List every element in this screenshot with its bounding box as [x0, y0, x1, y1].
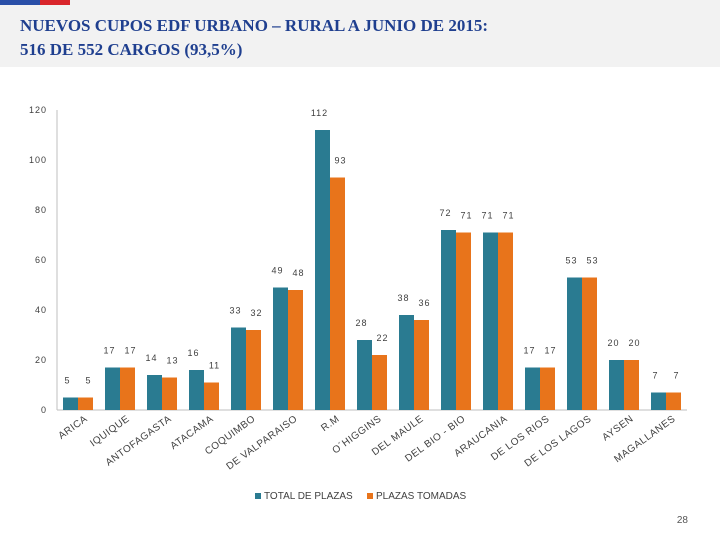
legend-swatch-total	[255, 493, 261, 499]
data-label: 72	[439, 208, 451, 218]
data-label: 7	[673, 371, 679, 381]
data-label: 11	[209, 361, 220, 371]
bar-total	[441, 230, 456, 410]
bar-total	[147, 375, 162, 410]
bar-total	[609, 360, 624, 410]
data-label: 53	[565, 256, 577, 266]
y-tick-label: 120	[29, 105, 47, 115]
data-label: 71	[502, 211, 514, 221]
x-tick-label: DE VALPARAISO	[224, 414, 299, 473]
bar-total	[651, 392, 666, 410]
bar-tomadas	[204, 382, 219, 410]
flag-stripe-blue	[0, 0, 40, 5]
data-label: 71	[460, 211, 472, 221]
bar-tomadas	[78, 397, 93, 410]
data-label: 14	[145, 353, 157, 363]
bar-tomadas	[414, 320, 429, 410]
legend-label-tomadas: PLAZAS TOMADAS	[376, 491, 467, 502]
bar-total	[525, 367, 540, 410]
data-label: 32	[250, 308, 262, 318]
data-label: 38	[397, 293, 409, 303]
bar-total	[357, 340, 372, 410]
bar-tomadas	[666, 392, 681, 410]
bar-total	[483, 232, 498, 410]
x-tick-label: AYSEN	[600, 414, 635, 444]
flag-stripe-red	[40, 0, 70, 5]
y-tick-label: 100	[29, 155, 47, 165]
bar-total	[399, 315, 414, 410]
bar-tomadas	[246, 330, 261, 410]
bar-tomadas	[330, 177, 345, 410]
y-tick-label: 20	[35, 355, 47, 365]
title-line-2: 516 DE 552 CARGOS (93,5%)	[20, 40, 243, 59]
y-tick-label: 0	[41, 405, 47, 415]
title-line-1: NUEVOS CUPOS EDF URBANO – RURAL A JUNIO …	[20, 16, 488, 35]
bar-total	[231, 327, 246, 410]
data-label: 53	[586, 256, 598, 266]
bar-tomadas	[624, 360, 639, 410]
data-label: 17	[523, 346, 535, 356]
data-label: 5	[85, 376, 91, 386]
page-number: 28	[676, 515, 688, 526]
y-tick-label: 60	[35, 255, 47, 265]
bar-total	[105, 367, 120, 410]
legend-label-total: TOTAL DE PLAZAS	[264, 491, 353, 502]
data-label: 17	[124, 346, 136, 356]
data-label: 13	[166, 356, 178, 366]
page-title: NUEVOS CUPOS EDF URBANO – RURAL A JUNIO …	[20, 14, 700, 62]
bar-tomadas	[162, 377, 177, 410]
x-tick-label: ARICA	[57, 414, 90, 442]
bar-total	[315, 130, 330, 410]
y-tick-label: 80	[35, 205, 47, 215]
data-label: 20	[628, 338, 640, 348]
bar-tomadas	[288, 290, 303, 410]
x-tick-label: R.M	[319, 414, 342, 435]
bar-tomadas	[456, 232, 471, 410]
data-label: 33	[229, 306, 241, 316]
data-label: 20	[607, 338, 619, 348]
data-label: 17	[103, 346, 115, 356]
bar-tomadas	[582, 277, 597, 410]
y-tick-label: 40	[35, 305, 47, 315]
data-label: 112	[311, 108, 328, 118]
bar-total	[567, 277, 582, 410]
bar-total	[63, 397, 78, 410]
data-label: 71	[481, 211, 493, 221]
bar-tomadas	[540, 367, 555, 410]
data-label: 7	[652, 371, 658, 381]
data-label: 93	[334, 156, 346, 166]
bar-total	[189, 370, 204, 410]
data-label: 49	[271, 266, 283, 276]
bar-tomadas	[498, 232, 513, 410]
legend-swatch-tomadas	[367, 493, 373, 499]
bar-total	[273, 287, 288, 410]
data-label: 16	[187, 348, 199, 358]
data-label: 28	[355, 318, 367, 328]
bar-tomadas	[120, 367, 135, 410]
slide-header: NUEVOS CUPOS EDF URBANO – RURAL A JUNIO …	[0, 0, 720, 67]
data-label: 17	[544, 346, 556, 356]
data-label: 48	[292, 268, 304, 278]
bar-tomadas	[372, 355, 387, 410]
data-label: 22	[376, 333, 388, 343]
data-label: 36	[418, 298, 430, 308]
data-label: 5	[64, 376, 70, 386]
